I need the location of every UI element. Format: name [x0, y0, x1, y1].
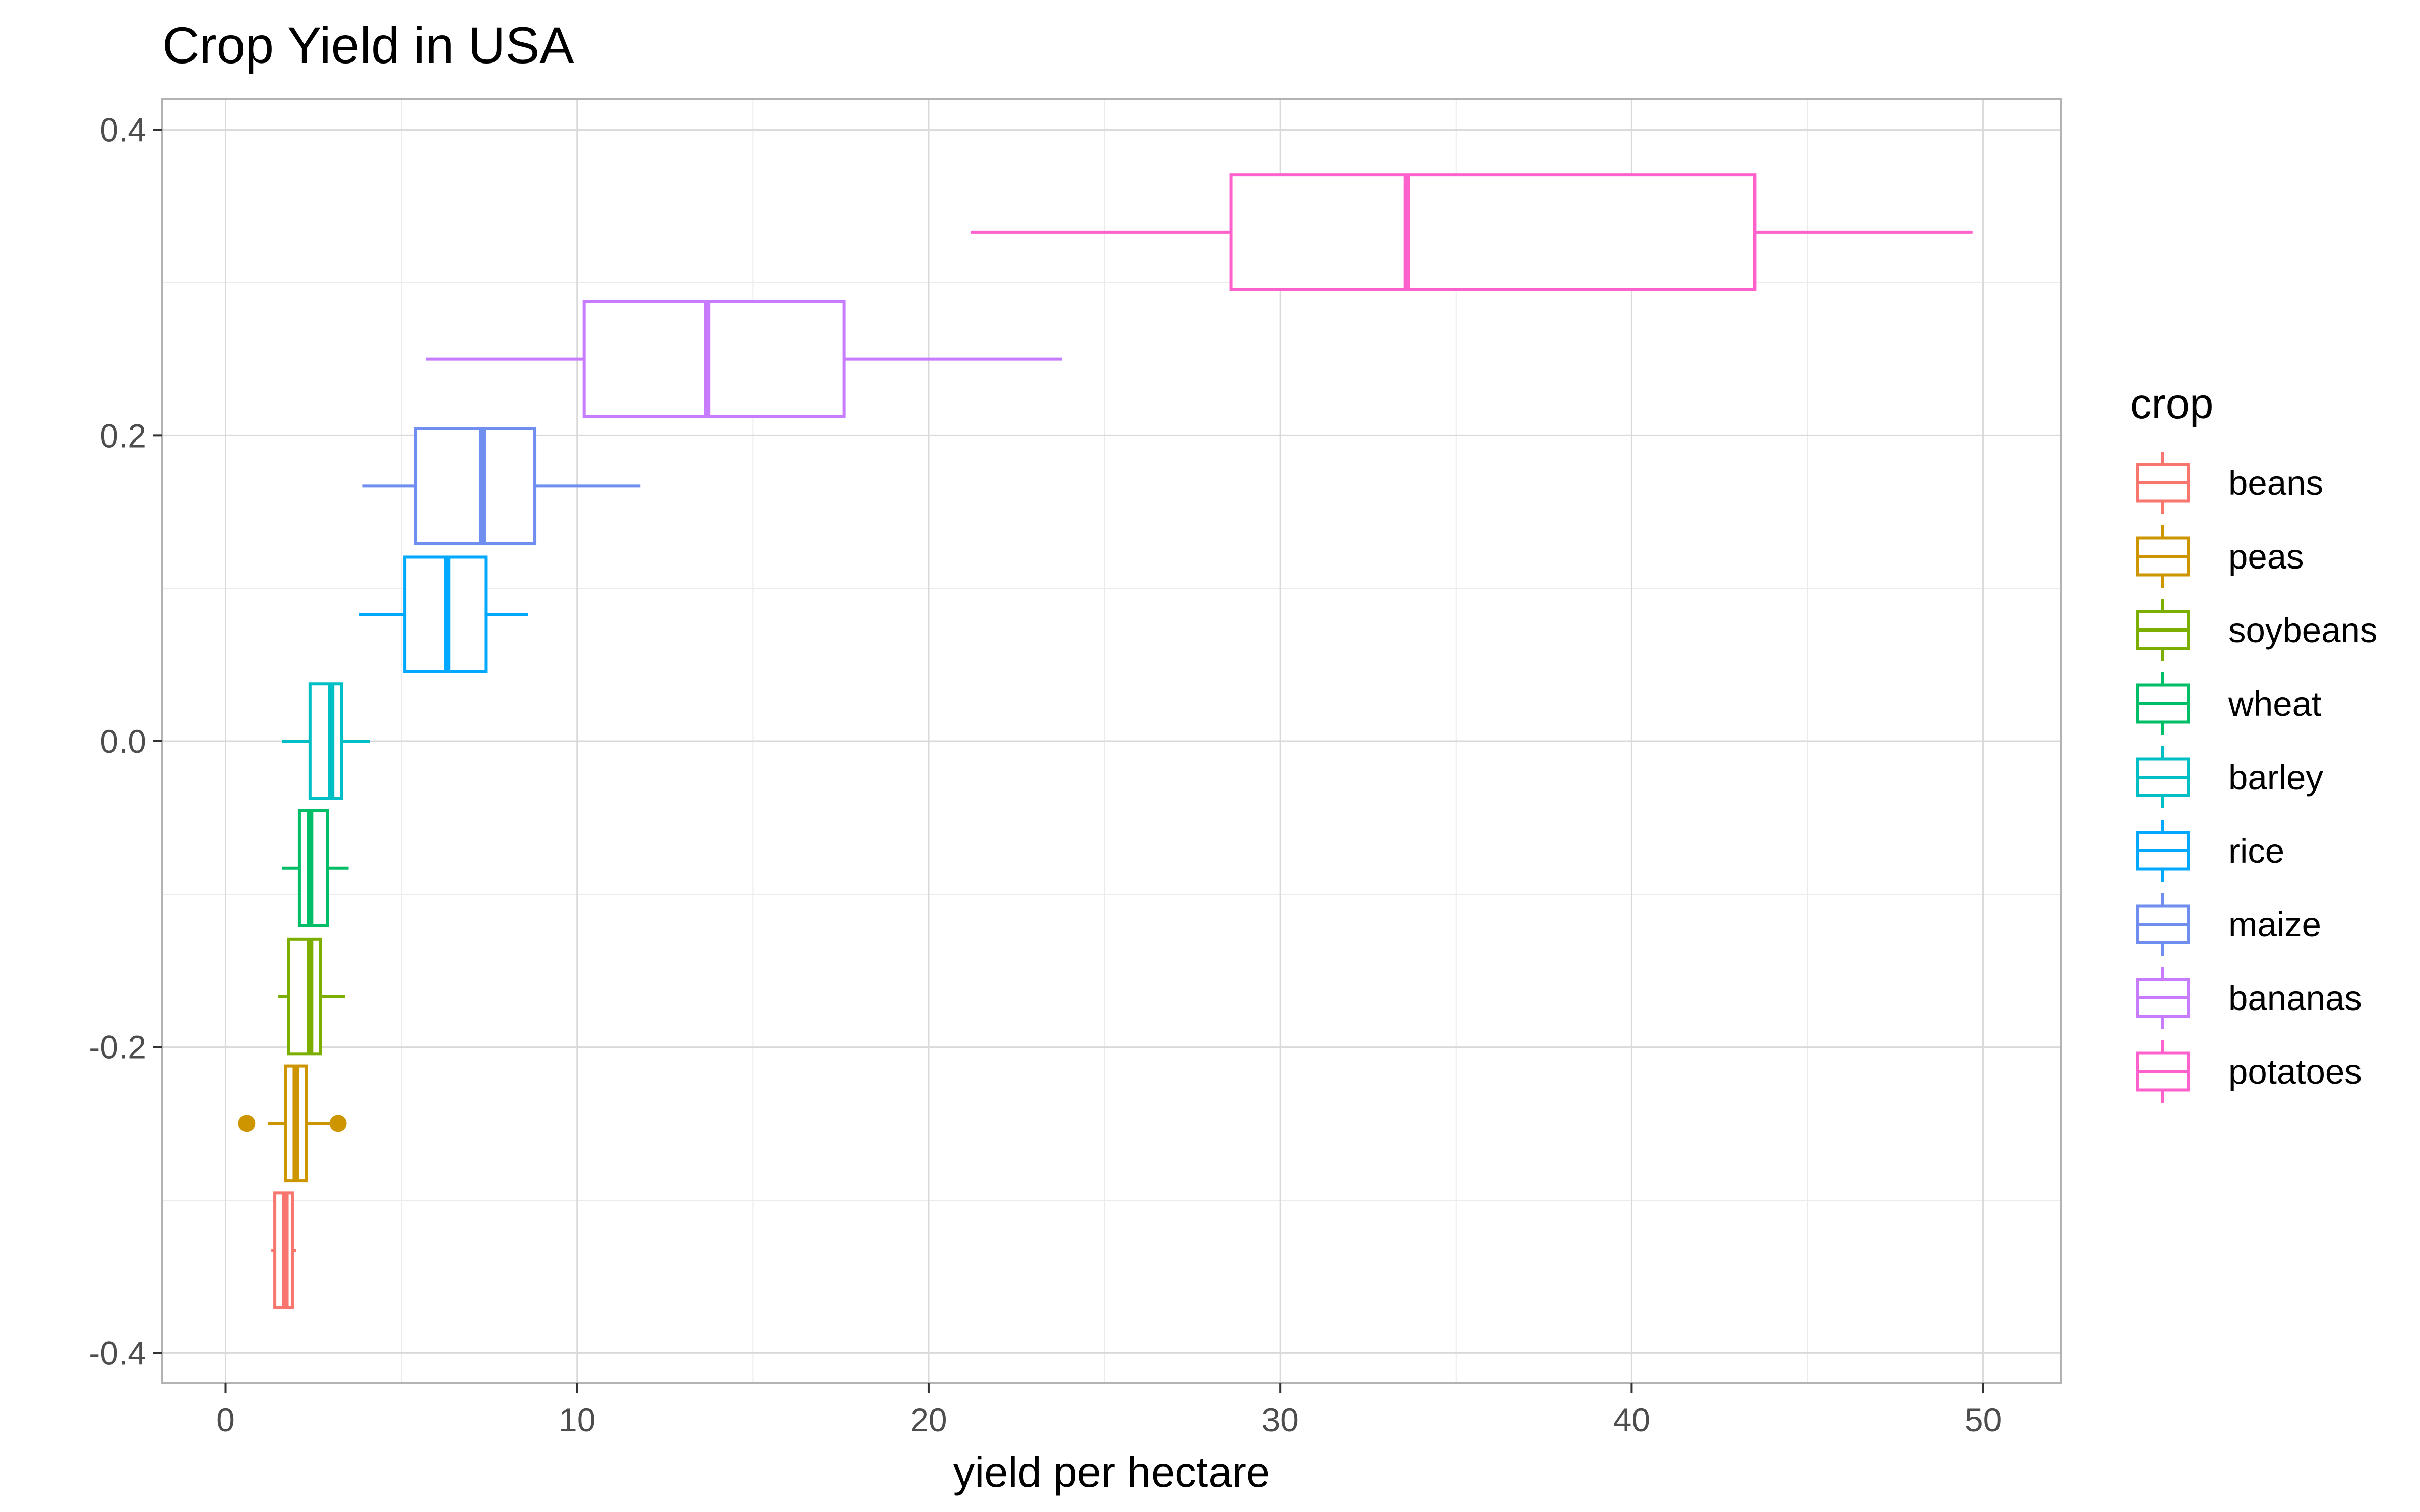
y-axis: -0.4 -0.2 0.0 0.2 0.4 — [89, 111, 162, 1371]
outlier-point — [238, 1115, 256, 1132]
boxplot-wheat — [282, 809, 349, 927]
box — [582, 300, 846, 418]
legend-item-wheat: wheat — [2136, 672, 2321, 735]
legend-items: beans peas soybeans wheat barley rice maize ban… — [2136, 452, 2377, 1103]
legend-item-peas: peas — [2136, 525, 2304, 588]
y-tick-label: -0.2 — [89, 1029, 146, 1066]
box — [297, 809, 329, 927]
box — [1229, 173, 1757, 291]
legend-label: maize — [2228, 905, 2321, 944]
grid-major — [162, 99, 2061, 1383]
x-tick-label: 0 — [216, 1401, 235, 1438]
boxplot-beans — [271, 1191, 296, 1309]
x-tick-label: 30 — [1261, 1401, 1298, 1438]
box — [414, 427, 537, 545]
legend-label: peas — [2228, 537, 2304, 576]
legend-label: beans — [2228, 464, 2323, 502]
boxplot-series — [238, 173, 1973, 1309]
x-tick-label: 50 — [1965, 1401, 2002, 1438]
x-tick-label: 10 — [559, 1401, 595, 1438]
boxplot-soybeans — [278, 937, 345, 1056]
chart-title: Crop Yield in USA — [162, 17, 574, 74]
boxplot-maize — [362, 427, 641, 545]
x-axis-label: yield per hectare — [953, 1448, 1270, 1496]
y-tick-label: 0.4 — [100, 111, 146, 149]
x-tick-label: 20 — [910, 1401, 947, 1438]
legend-item-bananas: bananas — [2136, 967, 2362, 1029]
y-tick-label: 0.2 — [100, 417, 146, 454]
legend-label: rice — [2228, 832, 2284, 870]
y-tick-label: 0.0 — [100, 723, 146, 760]
legend-label: wheat — [2228, 684, 2321, 723]
boxplot-barley — [282, 682, 370, 800]
boxplot-peas — [238, 1064, 347, 1183]
boxplot-potatoes — [971, 173, 1973, 291]
legend-item-soybeans: soybeans — [2136, 599, 2377, 661]
box — [308, 682, 343, 800]
box — [287, 937, 322, 1056]
legend-item-rice: rice — [2136, 820, 2284, 882]
legend-label: barley — [2228, 758, 2323, 797]
legend-label: soybeans — [2228, 611, 2377, 650]
boxplot-rice — [359, 555, 528, 673]
y-tick-label: -0.4 — [89, 1334, 146, 1371]
legend: crop beans peas soybeans wheat barley rice mai… — [2130, 380, 2377, 1103]
legend-item-potatoes: potatoes — [2136, 1040, 2362, 1103]
legend-title: crop — [2130, 380, 2213, 428]
legend-item-beans: beans — [2136, 452, 2323, 514]
x-tick-label: 40 — [1613, 1401, 1650, 1438]
legend-item-barley: barley — [2136, 746, 2323, 808]
legend-item-maize: maize — [2136, 893, 2321, 956]
plot-area — [161, 98, 2062, 1384]
outlier-point — [329, 1115, 347, 1132]
boxplot-bananas — [426, 300, 1062, 418]
legend-label: potatoes — [2228, 1052, 2362, 1091]
x-axis: 0 10 20 30 40 50 — [216, 1383, 2002, 1438]
legend-label: bananas — [2228, 979, 2362, 1018]
